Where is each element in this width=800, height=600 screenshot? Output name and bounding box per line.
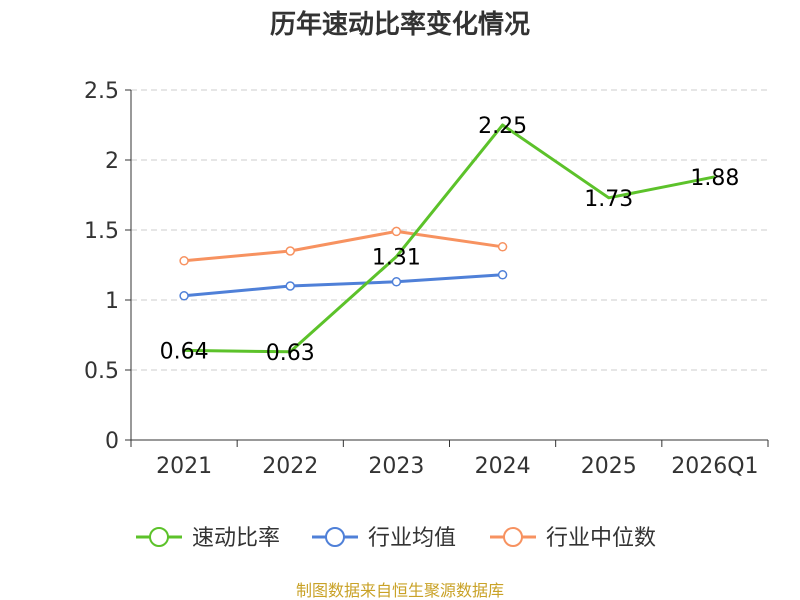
series-2-point-1 (285, 246, 295, 256)
series-2-point-3 (497, 242, 508, 252)
x-tick-label-5: 2026Q1 (671, 454, 758, 479)
data-label-0: 0.64 (160, 339, 209, 364)
series-1-point-1 (285, 281, 295, 291)
data-label-5: 1.88 (690, 166, 739, 191)
y-tick-label-5: 2.5 (84, 79, 119, 104)
chart-title: 历年速动比率变化情况 (270, 9, 530, 40)
legend-marker-0 (149, 527, 169, 547)
x-tick-label-1: 2022 (262, 454, 318, 479)
legend-marker-1 (325, 527, 345, 547)
y-tick-label-3: 1.5 (84, 219, 119, 244)
series-line-1 (183, 273, 503, 298)
y-tick-label-1: 0.5 (84, 359, 119, 384)
source-note: 制图数据来自恒生聚源数据库 (296, 581, 504, 600)
legend-marker-2 (503, 527, 523, 547)
data-label-2: 1.31 (372, 246, 421, 271)
x-tick-label-2: 2023 (368, 454, 424, 479)
data-labels: 0.64 0.63 1.31 2.25 1.73 1.88 (160, 114, 740, 366)
series-group (179, 123, 716, 354)
series-1-point-2 (391, 277, 402, 287)
y-tick-label-4: 2 (105, 149, 119, 174)
data-label-1: 0.63 (266, 341, 315, 366)
legend-label-1: 行业均值 (368, 526, 456, 551)
legend-label-0: 速动比率 (192, 526, 280, 551)
x-tick-label-4: 2025 (581, 454, 637, 479)
series-2-point-2 (391, 226, 402, 237)
series-line-2 (183, 229, 503, 263)
legend: 速动比率 行业均值 行业中位数 (136, 526, 656, 551)
series-1-point-0 (179, 291, 189, 301)
series-2-point-0 (179, 256, 189, 266)
legend-label-2: 行业中位数 (546, 526, 656, 551)
y-tick-label-0: 0 (105, 429, 119, 454)
y-tick-label-2: 1 (105, 289, 119, 314)
x-tick-label-0: 2021 (156, 454, 212, 479)
data-label-4: 1.73 (584, 187, 633, 212)
data-label-3: 2.25 (478, 114, 527, 139)
series-line-0 (184, 123, 716, 354)
grid-lines (131, 89, 768, 371)
series-1-point-3 (497, 270, 508, 280)
x-tick-label-3: 2024 (475, 454, 531, 479)
axes: 0 0.5 1 1.5 2 2.5 2021 2022 2023 2024 2025 2026Q1 (84, 79, 769, 479)
